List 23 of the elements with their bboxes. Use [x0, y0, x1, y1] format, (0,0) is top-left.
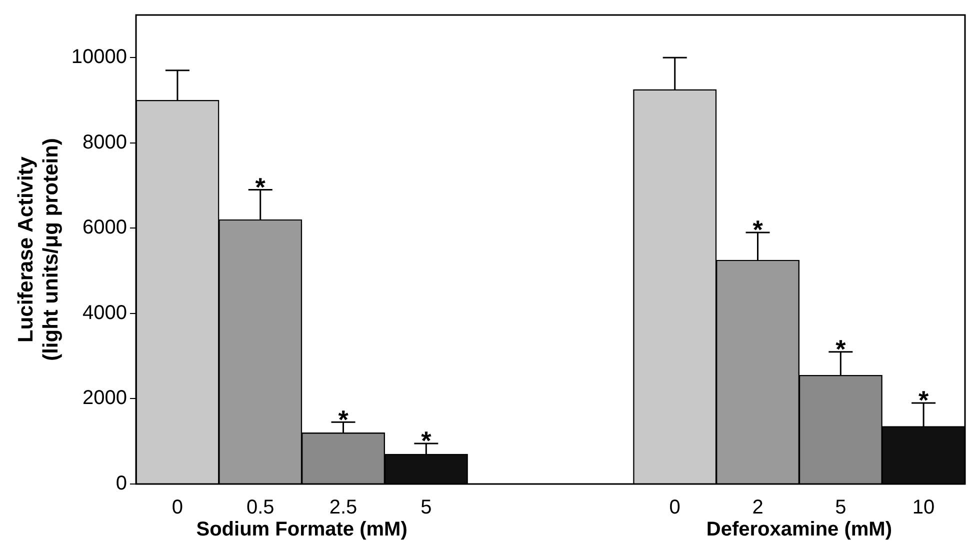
text: Deferoxamine (mM): [706, 518, 892, 541]
text: Sodium Formate (mM): [196, 518, 408, 541]
y-tick-label: 10000: [71, 46, 128, 68]
y-axis-title: Luciferase Activity (light units/μg protein): [14, 138, 63, 361]
data-label: *: [752, 214, 764, 245]
data-label: *: [338, 404, 350, 434]
x-tick-label: 5: [835, 496, 846, 519]
data-label: *: [836, 334, 847, 364]
x-tick-label: 0: [669, 496, 680, 519]
x-tick-label: 2.5: [329, 496, 358, 519]
x-tick-label: 0.5: [246, 496, 274, 519]
x-tick-label: 2: [752, 496, 764, 519]
data-label: *: [918, 385, 930, 416]
y-tick-label: 0: [116, 472, 128, 495]
y-tick-label: 8000: [82, 131, 128, 154]
data-label: *: [255, 172, 266, 202]
y-tick-label: 6000: [82, 216, 128, 239]
x-tick-label: 5: [420, 496, 432, 519]
x-tick-label: 0: [172, 496, 184, 519]
data-label: *: [421, 426, 432, 456]
y-tick-label: 2000: [82, 387, 128, 410]
x-tick-label: 10: [912, 496, 935, 519]
y-tick-label: 4000: [82, 302, 128, 324]
